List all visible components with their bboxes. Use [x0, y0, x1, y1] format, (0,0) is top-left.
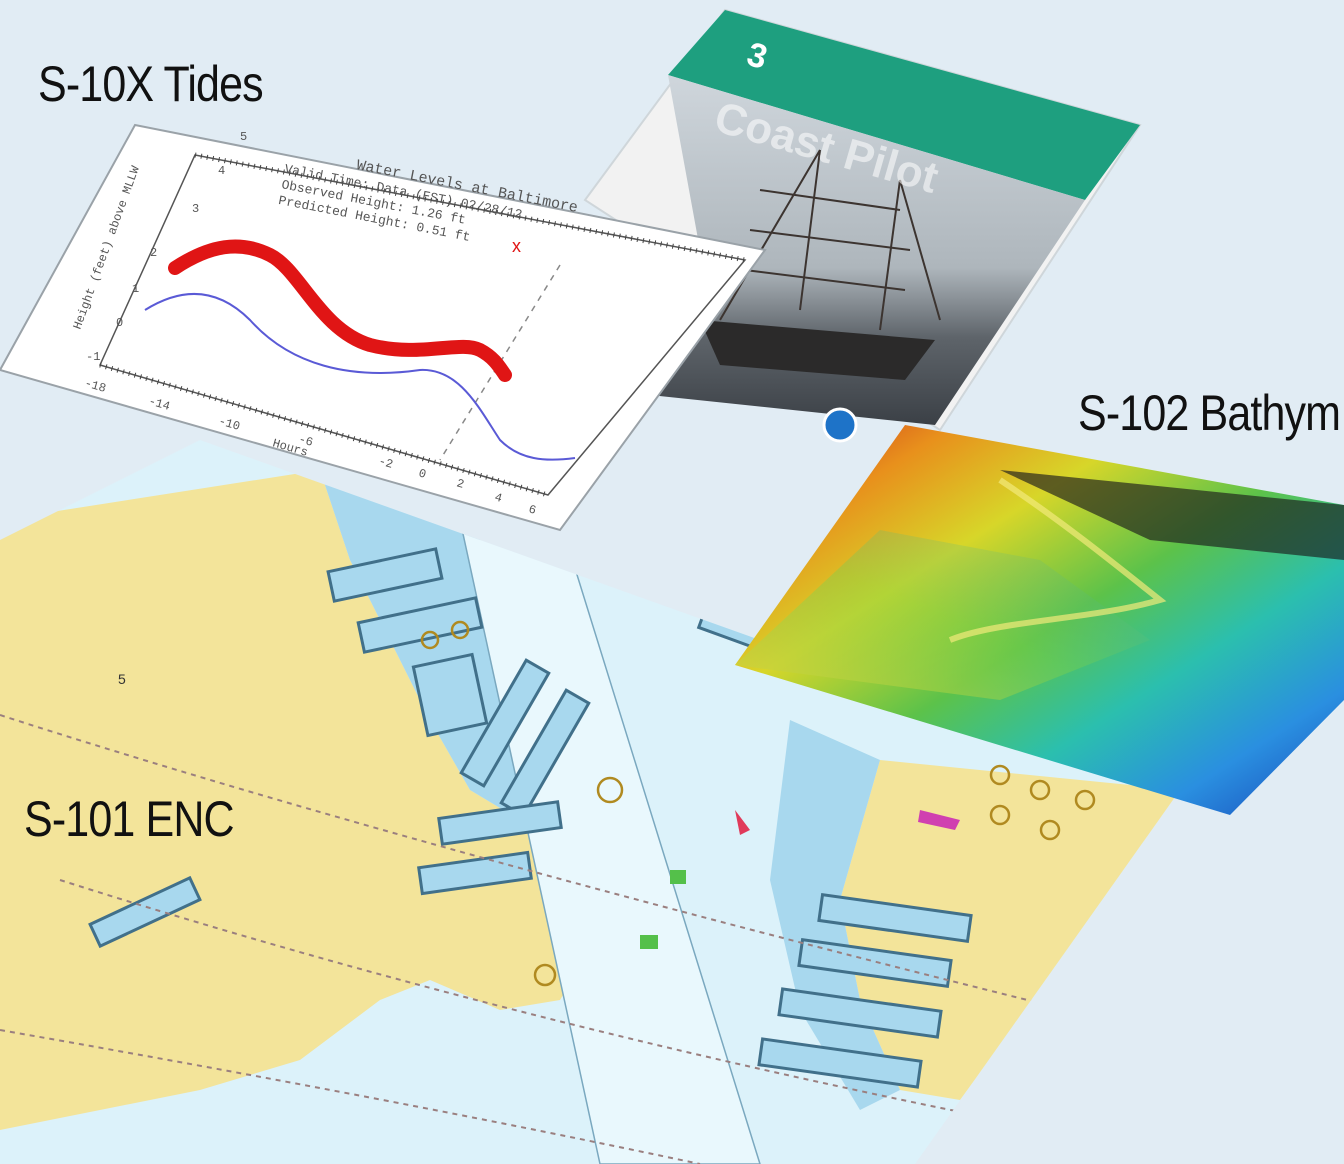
bathy-ridge [948, 477, 1167, 643]
tall-ship-illustration [719, 149, 941, 331]
coast-pilot-banner [668, 10, 1140, 200]
enc-green-beacon-icon [640, 935, 658, 949]
x-tick: -18 [83, 376, 108, 395]
x-tick: 4 [493, 490, 504, 505]
label-s101-enc: S-101 ENC [24, 791, 235, 847]
noaa-logo-icon [822, 407, 858, 443]
ship-hull [700, 320, 935, 380]
enc-buoys [420, 620, 1096, 987]
label-s102-bathymetry: S-102 Bathym [1078, 385, 1341, 441]
coast-pilot-cover: 3 Coast Pilot [583, 8, 1142, 443]
tide-chart-current-marker-icon: x [512, 236, 521, 256]
label-s10x-tides: S-10X Tides [38, 56, 264, 112]
enc-magenta-marker-icon [918, 810, 960, 830]
tide-chart-x-ticks: -18 -14 -10 -6 -2 0 2 4 6 [83, 376, 538, 517]
y-tick: 2 [150, 246, 157, 260]
y-tick: 3 [192, 202, 199, 216]
x-tick: -10 [217, 414, 242, 433]
y-tick: 0 [116, 316, 123, 330]
y-tick: -1 [86, 350, 100, 364]
enc-green-beacon-icon [670, 870, 686, 884]
predicted-height-line [144, 293, 576, 461]
enc-red-marker-icon [735, 810, 750, 835]
x-tick: 2 [455, 476, 466, 491]
tide-chart-layer: x Water Levels at Baltimore Valid Time: … [0, 123, 767, 532]
x-tick: -14 [147, 394, 172, 413]
enc-dashed-boundaries [0, 714, 1180, 1164]
enc-land-west [0, 470, 590, 1130]
tide-chart-now-line [439, 264, 561, 461]
x-tick: 6 [527, 502, 538, 517]
bathy-yellow-band [735, 530, 1150, 700]
observed-height-line [168, 239, 512, 382]
y-tick: 4 [218, 164, 225, 178]
tide-chart-y-ticks: -1 0 1 2 3 4 5 [86, 130, 247, 364]
bathymetry-layer [735, 425, 1344, 815]
y-tick: 1 [132, 282, 139, 296]
x-tick: -2 [377, 454, 395, 471]
enc-depth-sounding: 5 [118, 671, 126, 687]
y-tick: 5 [240, 130, 247, 144]
tide-chart-plot-frame [98, 154, 747, 496]
tide-chart-sheet [0, 123, 767, 532]
x-tick: -6 [297, 432, 315, 449]
bathy-deep-shadow [1000, 470, 1344, 560]
x-tick: 0 [417, 466, 428, 481]
